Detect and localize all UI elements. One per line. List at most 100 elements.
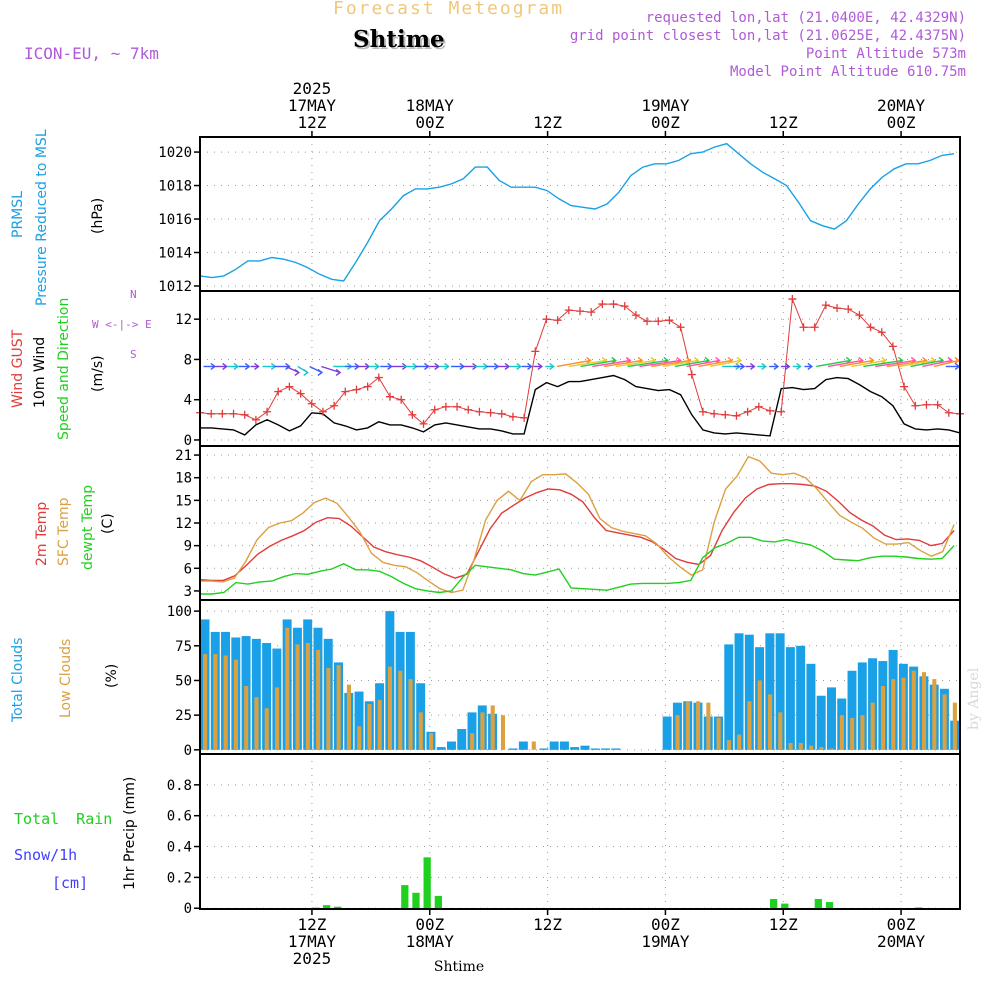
wind-direction-arrowhead bbox=[434, 362, 440, 371]
wind-gust-marker bbox=[453, 402, 462, 411]
low-cloud-bar bbox=[911, 670, 916, 750]
bottom-time-label: 00Z bbox=[887, 915, 916, 934]
wind-direction-arrowhead bbox=[611, 356, 617, 365]
wind-direction-arrow bbox=[580, 359, 616, 368]
wind-direction-arrowhead bbox=[549, 362, 555, 371]
y-tick-label: 50 bbox=[175, 673, 192, 689]
total-rain-label: Total Rain bbox=[14, 810, 113, 828]
bottom-time-label: 00Z bbox=[415, 915, 444, 934]
wind-direction-arrow bbox=[674, 359, 710, 368]
low-cloud-bar bbox=[305, 643, 310, 750]
wind-direction-arrowhead bbox=[796, 362, 802, 371]
wind-gust-marker bbox=[508, 412, 517, 421]
rain-bar bbox=[770, 898, 778, 909]
low-cloud-bar bbox=[860, 715, 865, 750]
total-cloud-bar bbox=[354, 691, 364, 750]
low-cloud-bar bbox=[500, 715, 506, 750]
bottom-time-label: 12Z bbox=[533, 915, 562, 934]
rain-bar bbox=[401, 885, 409, 909]
wind-gust-marker bbox=[799, 323, 808, 332]
low-cloud-bar bbox=[870, 702, 875, 750]
total-cloud-bar bbox=[734, 633, 744, 750]
low-cloud-bar bbox=[244, 686, 249, 750]
series-line bbox=[200, 536, 955, 595]
wind-direction-arrow bbox=[615, 359, 656, 368]
total-cloud-bar bbox=[816, 695, 826, 750]
low-cloud-bar bbox=[316, 649, 321, 750]
wind-gust-marker bbox=[531, 347, 540, 356]
y-tick-label: 21 bbox=[175, 448, 192, 464]
y-tick-label: 0.4 bbox=[167, 840, 192, 856]
wind-gust-marker bbox=[922, 400, 931, 409]
wind-direction-arrow bbox=[827, 359, 863, 368]
wind-gust-marker bbox=[374, 373, 383, 382]
low-cloud-bar bbox=[429, 733, 434, 750]
top-time-label: 12Z bbox=[533, 113, 562, 132]
low-cloud-bar bbox=[336, 665, 341, 750]
wind-direction-arrow bbox=[556, 359, 591, 368]
wind-direction-arrow bbox=[662, 359, 699, 368]
low-cloud-bar bbox=[922, 672, 927, 750]
wind-gust-marker bbox=[754, 402, 763, 411]
low-cloud-bar bbox=[716, 717, 721, 750]
low-cloud-bar bbox=[788, 742, 793, 750]
wind-gust-marker bbox=[698, 407, 707, 416]
wind-direction-arrowhead bbox=[294, 368, 301, 377]
wind-direction-arrowhead bbox=[739, 362, 746, 371]
wind-gust-marker bbox=[620, 302, 629, 311]
low-cloud-bar bbox=[377, 699, 382, 750]
bottom-time-label: 20MAY bbox=[877, 932, 926, 951]
wind-direction-arrowhead bbox=[387, 362, 393, 371]
total-cloud-bar bbox=[744, 634, 754, 750]
top-time-label: 20MAY bbox=[877, 96, 926, 115]
total-cloud-bar bbox=[580, 745, 590, 750]
bottom-time-label: 00Z bbox=[651, 915, 680, 934]
wind-direction-arrow bbox=[816, 359, 851, 368]
wind-gust-marker bbox=[576, 307, 584, 316]
wind-direction-arrow bbox=[710, 359, 742, 368]
low-cloud-bar bbox=[408, 679, 413, 750]
wind-direction-arrow bbox=[592, 359, 631, 368]
wind-direction-arrowhead bbox=[761, 362, 767, 371]
y-tick-label: 0 bbox=[184, 433, 192, 449]
y-tick-label: 12 bbox=[175, 516, 192, 532]
wind-gust-marker bbox=[788, 295, 797, 304]
low-cloud-bar bbox=[480, 712, 485, 750]
wind-gust-marker bbox=[564, 306, 573, 315]
total-cloud-bar bbox=[549, 741, 559, 750]
wind-gust-marker bbox=[721, 410, 730, 419]
rain-bar bbox=[825, 902, 834, 909]
wind-direction-arrowhead bbox=[516, 362, 522, 371]
wind-gust-marker bbox=[441, 402, 450, 411]
y-tick-label: 15 bbox=[175, 493, 192, 509]
wind-direction-arrowhead bbox=[374, 362, 381, 371]
total-cloud-bar bbox=[611, 748, 621, 750]
y-tick-label: 0.2 bbox=[167, 870, 192, 886]
bottom-time-label: 12Z bbox=[297, 915, 326, 934]
wind-direction-arrow bbox=[321, 365, 341, 374]
total-cloud-bar bbox=[467, 712, 477, 750]
top-time-label: 12Z bbox=[297, 113, 326, 132]
wind-gust-marker bbox=[430, 405, 439, 414]
wind-direction-arrowhead bbox=[749, 362, 756, 371]
wind-gust-marker bbox=[877, 328, 886, 337]
wind-gust-marker bbox=[307, 399, 316, 408]
direction-legend-we: W <-|-> E bbox=[92, 318, 152, 331]
wind-gust-marker bbox=[497, 409, 506, 418]
wind-direction-arrowhead bbox=[954, 356, 960, 365]
requested-coordinates: requested lon,lat (21.0400E, 42.4329N) bbox=[645, 10, 966, 26]
low-cloud-bar bbox=[726, 740, 731, 750]
wind-gust-marker bbox=[464, 405, 473, 414]
wind-gust-marker bbox=[665, 316, 674, 325]
low-cloud-bar bbox=[839, 715, 844, 750]
low-cloud-bar bbox=[233, 659, 238, 750]
wind-gust-marker bbox=[710, 409, 719, 418]
wind-direction-arrowhead bbox=[807, 362, 814, 371]
wind-gust-marker bbox=[866, 323, 875, 332]
low-cloud-bar bbox=[850, 717, 855, 750]
bottom-time-label: 2025 bbox=[293, 949, 332, 968]
wind-gust-marker bbox=[766, 406, 774, 415]
wind-gust-marker bbox=[419, 419, 428, 428]
wind-direction-arrow bbox=[898, 359, 936, 368]
top-time-label: 19MAY bbox=[641, 96, 690, 115]
